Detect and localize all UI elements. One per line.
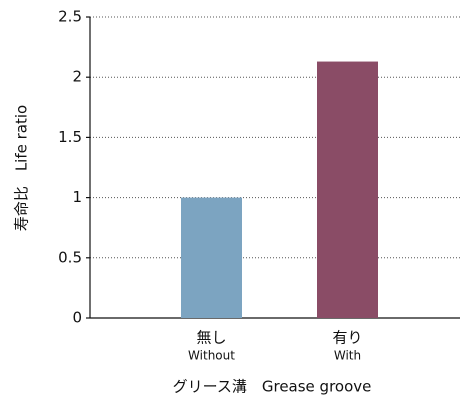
bar: [181, 197, 242, 318]
bar: [317, 61, 378, 318]
x-tick-label: 無し: [196, 329, 226, 347]
y-tick-label: 2.5: [58, 8, 82, 26]
y-tick-label: 2: [72, 68, 82, 86]
y-tick-label: 1: [72, 188, 82, 206]
y-tick-label: 1.5: [58, 128, 82, 146]
x-axis-label: グリース溝 Grease groove: [173, 378, 372, 396]
y-tick-label: 0: [72, 309, 82, 327]
y-tick-label: 0.5: [58, 248, 82, 266]
x-tick-label-en: Without: [188, 349, 235, 363]
x-tick-label-en: With: [334, 349, 361, 363]
y-axis-label: 寿命比 Life ratio: [13, 105, 31, 231]
x-tick-label: 有り: [332, 329, 362, 347]
